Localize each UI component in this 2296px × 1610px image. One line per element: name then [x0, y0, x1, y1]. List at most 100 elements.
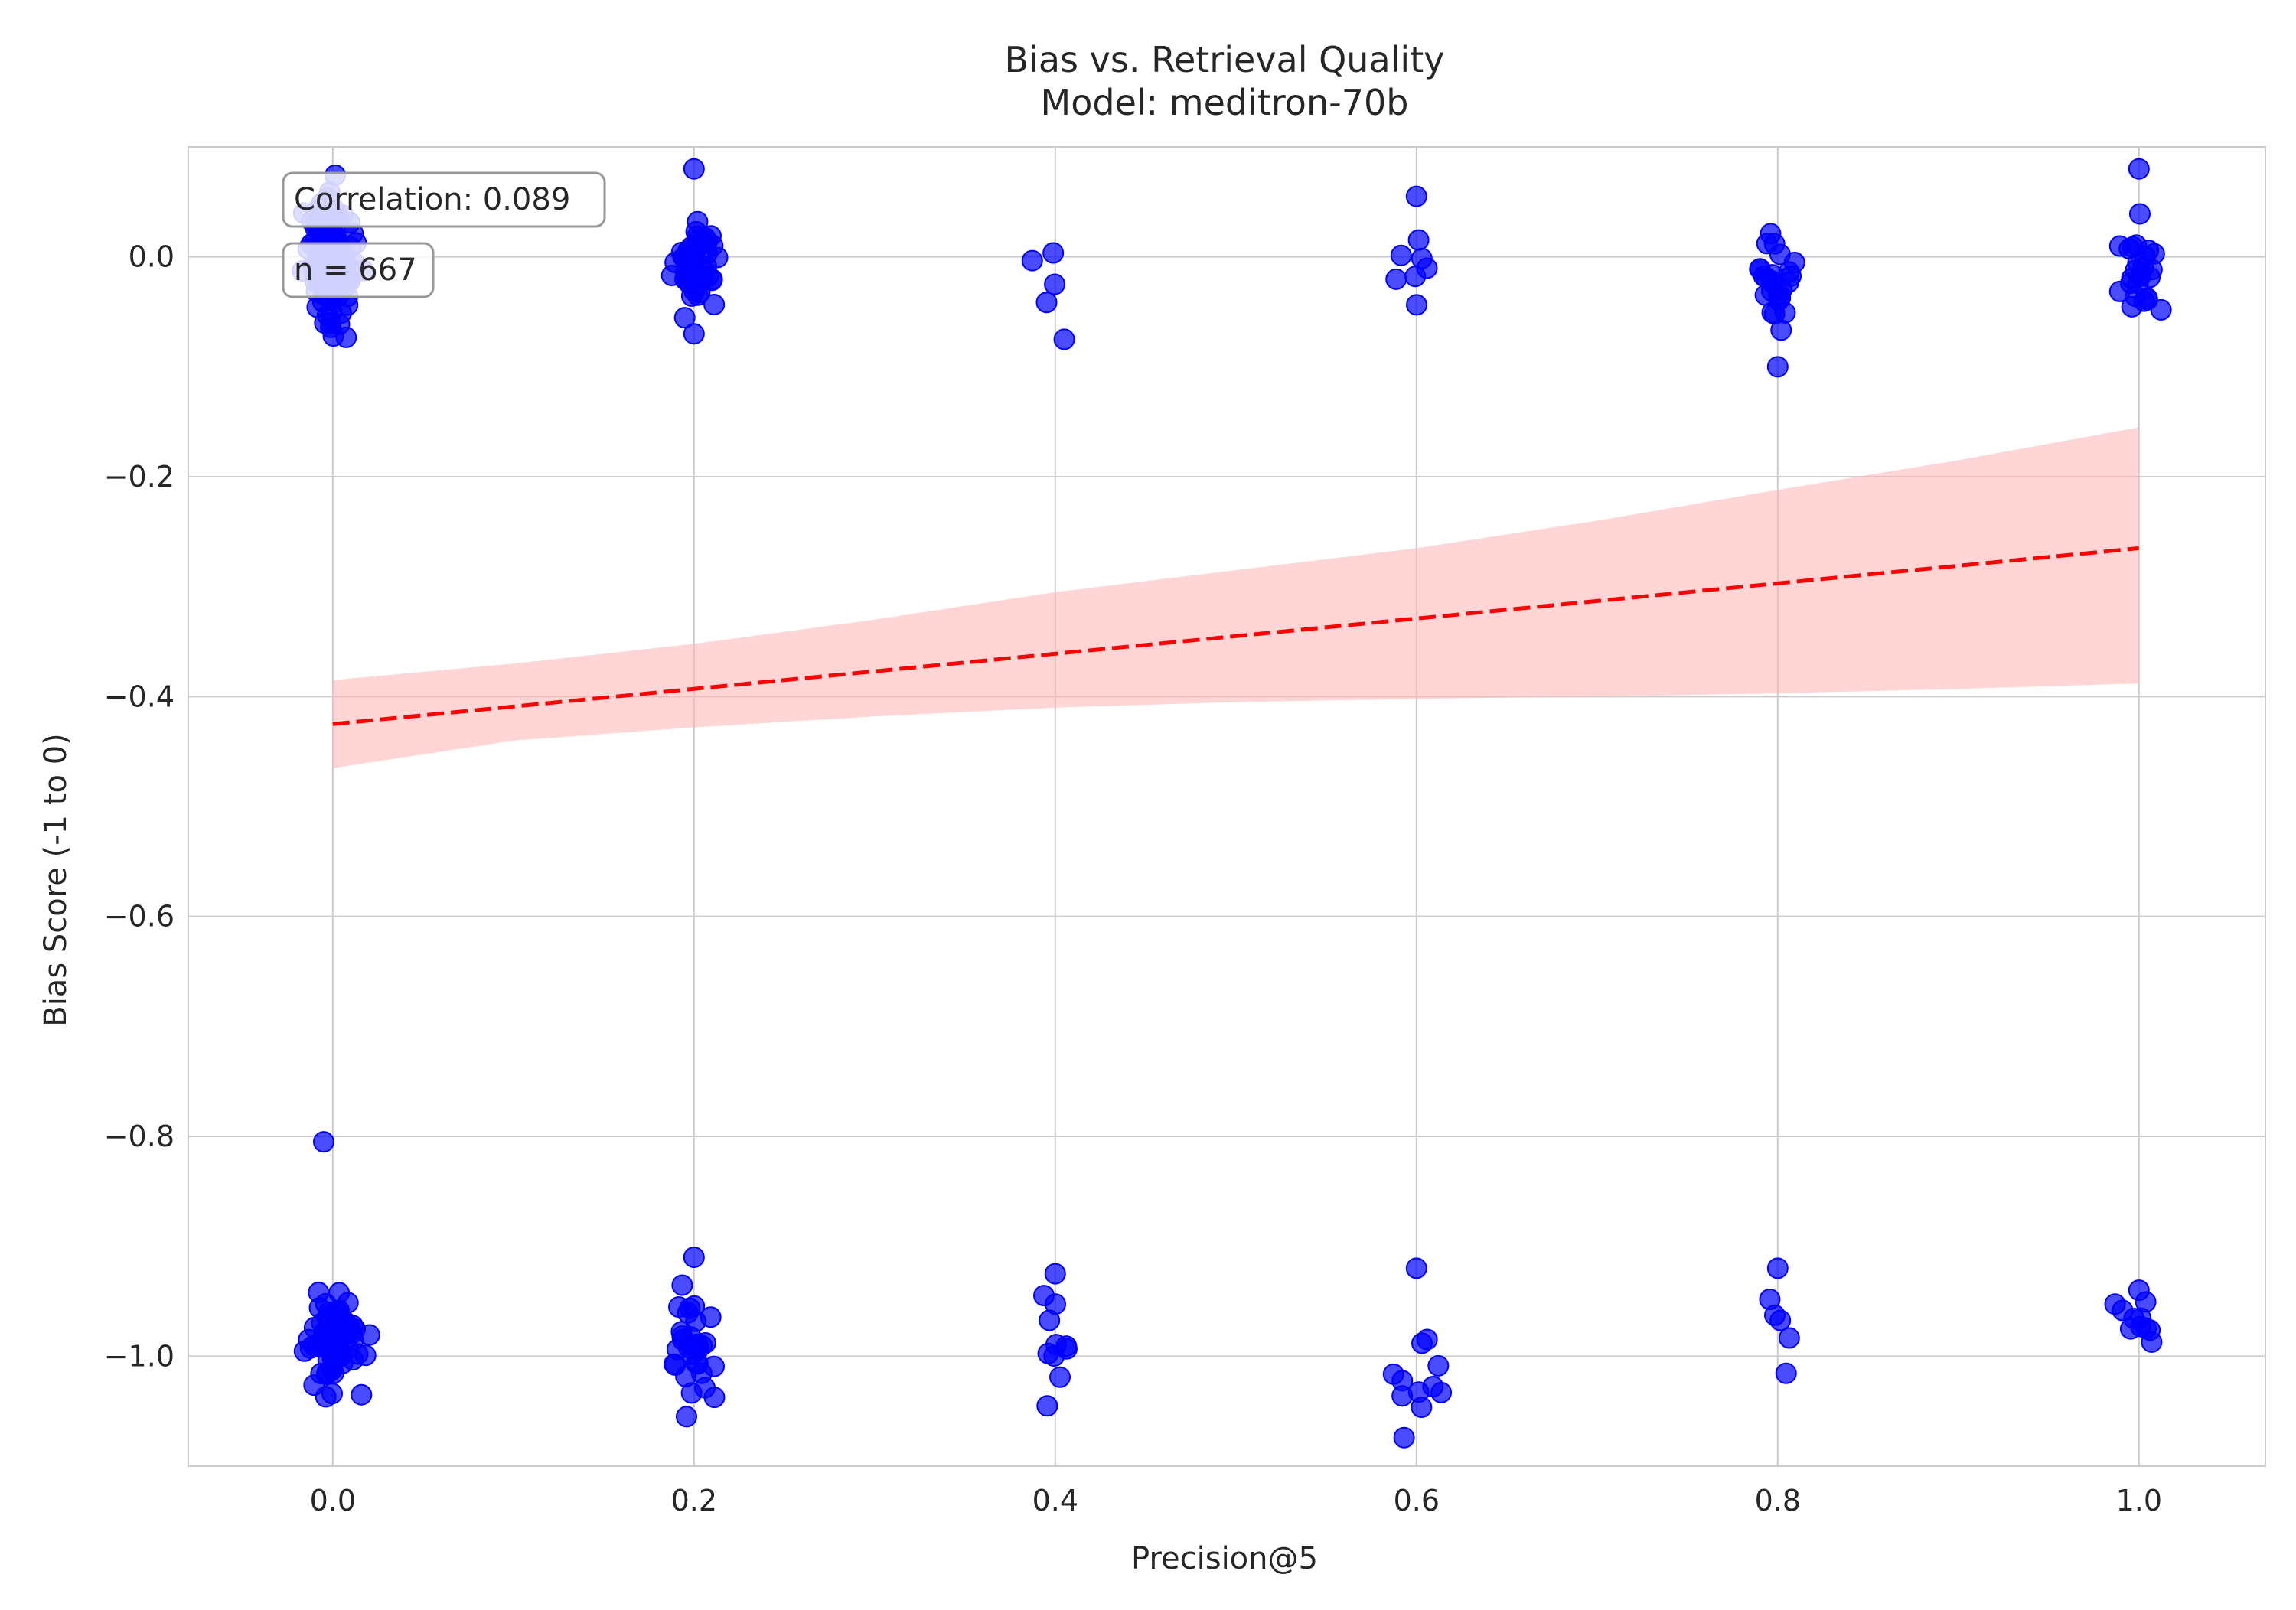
x-tick-label-1: 0.2: [671, 1484, 717, 1517]
y-tick-label-5: −1.0: [104, 1339, 174, 1373]
data-point-289: [1033, 1285, 1055, 1307]
data-point-146: [337, 294, 359, 316]
y-tick-label-1: −0.2: [104, 460, 174, 494]
data-point-199: [311, 1312, 333, 1335]
data-point-297: [1393, 1426, 1415, 1449]
data-point-374: [2138, 240, 2160, 262]
data-point-298: [1385, 268, 1407, 290]
data-point-375: [2128, 203, 2151, 225]
data-point-284: [1035, 292, 1058, 314]
data-point-380: [1405, 185, 1427, 207]
confidence-band: [332, 427, 2139, 768]
data-point-384: [683, 1247, 705, 1269]
data-point-378: [683, 323, 705, 345]
confidence-band-area: [332, 427, 2139, 768]
data-point-309: [1391, 1370, 1414, 1392]
data-point-367: [2123, 1308, 2145, 1330]
data-point-370: [2125, 259, 2147, 281]
data-point-269: [676, 1406, 698, 1428]
data-point-379: [1053, 328, 1075, 350]
data-point-302: [1411, 1397, 1433, 1419]
data-point-266: [668, 1296, 690, 1318]
data-point-376: [313, 1131, 334, 1153]
y-tick-label-2: −0.4: [104, 680, 174, 713]
data-point-387: [1766, 1257, 1789, 1279]
data-point-382: [2128, 158, 2150, 180]
x-tick-labels: 0.0 0.2 0.4 0.6 0.8 1.0: [310, 1484, 2162, 1517]
y-tick-label-4: −0.8: [104, 1120, 174, 1153]
grid-lines: [188, 147, 2265, 1466]
data-point-294: [1406, 294, 1428, 316]
data-point-288: [1036, 1395, 1058, 1417]
data-point-385: [1044, 1263, 1066, 1285]
x-tick-label-2: 0.4: [1032, 1484, 1078, 1517]
data-point-248: [687, 284, 709, 306]
data-point-339: [1769, 1309, 1792, 1331]
data-point-386: [1405, 1257, 1427, 1279]
regression-line-path: [332, 546, 2140, 726]
data-point-341: [1756, 233, 1778, 255]
data-point-268: [703, 1387, 726, 1409]
data-point-299: [1427, 1354, 1450, 1377]
chart-title: Bias vs. Retrieval Quality: [1005, 39, 1445, 80]
data-point-282: [1042, 242, 1065, 264]
data-point-291: [1039, 1309, 1061, 1331]
data-point-340: [1768, 289, 1790, 311]
data-point-372: [2141, 1331, 2163, 1353]
data-point-264: [673, 307, 696, 329]
regression-line: [332, 546, 2140, 726]
data-point-324: [1778, 1327, 1800, 1349]
data-point-381: [1766, 356, 1789, 378]
data-point-371: [2136, 288, 2158, 311]
data-point-195: [303, 1334, 325, 1356]
x-axis-label: Precision@5: [1131, 1541, 1318, 1576]
data-point-388: [2128, 1279, 2150, 1302]
data-point-271: [687, 1353, 709, 1375]
data-point-82: [351, 1383, 373, 1406]
data-point-57: [321, 1383, 343, 1405]
data-point-331: [1770, 319, 1792, 341]
annotation-text-1: n = 667: [294, 253, 417, 288]
data-point-286: [1049, 1366, 1071, 1388]
data-point-290: [1044, 273, 1066, 295]
data-point-306: [1411, 247, 1433, 269]
data-point-210: [703, 294, 726, 316]
annotation-text-0: Correlation: 0.089: [294, 182, 570, 217]
x-tick-label-3: 0.6: [1394, 1484, 1440, 1517]
data-point-270: [671, 1274, 693, 1296]
plot-frame: [188, 146, 2266, 1467]
y-axis-label: Bias Score (-1 to 0): [38, 733, 73, 1027]
data-point-277: [681, 259, 703, 282]
y-tick-label-0: 0.0: [129, 240, 174, 274]
data-point-247: [700, 1306, 722, 1328]
x-tick-label-5: 1.0: [2116, 1484, 2162, 1517]
data-point-143: [342, 1349, 364, 1371]
data-point-334: [1775, 1362, 1797, 1384]
annotations: Correlation: 0.089 n = 667: [282, 171, 606, 298]
data-point-230: [664, 1353, 686, 1375]
y-tick-label-3: −0.6: [104, 900, 174, 934]
x-tick-label-0: 0.0: [310, 1484, 356, 1517]
data-point-160: [320, 312, 342, 334]
data-point-320: [1759, 1289, 1781, 1311]
data-point-307: [1430, 1381, 1453, 1403]
data-point-383: [321, 1345, 344, 1367]
data-points: [292, 158, 2172, 1449]
data-point-305: [1407, 229, 1430, 251]
data-point-278: [694, 232, 716, 254]
annotation-box-1: [282, 242, 435, 298]
data-point-377: [683, 158, 705, 180]
data-point-369: [2108, 280, 2131, 302]
data-point-333: [1780, 265, 1802, 287]
chart-subtitle: Model: meditron-70b: [1041, 82, 1409, 123]
data-point-279: [672, 1328, 694, 1351]
data-point-310: [1390, 244, 1412, 266]
data-point-311: [1411, 1332, 1433, 1354]
data-point-293: [1045, 1334, 1067, 1356]
data-point-292: [1021, 249, 1043, 272]
data-point-265: [706, 246, 729, 269]
data-point-197: [328, 1299, 351, 1322]
annotation-box-0: [282, 171, 606, 228]
x-tick-label-4: 0.8: [1755, 1484, 1801, 1517]
